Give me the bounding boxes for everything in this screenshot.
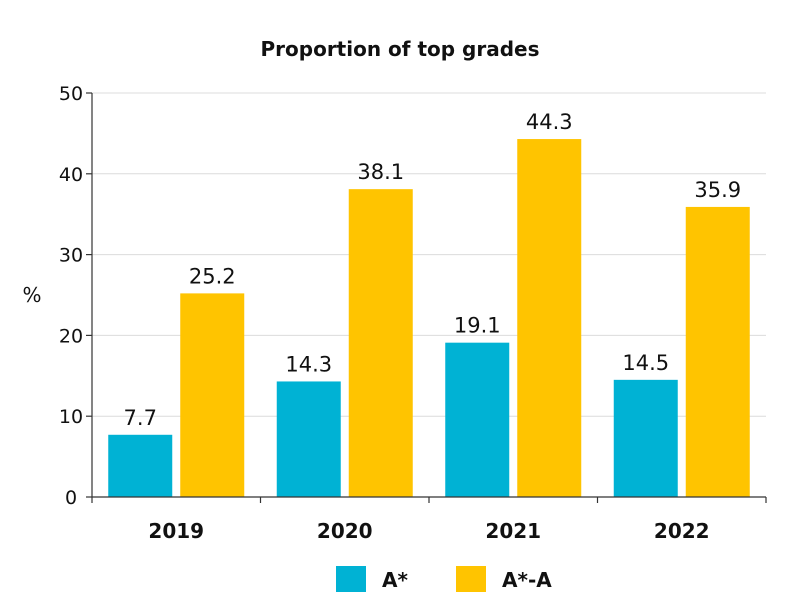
legend: A* A*-A xyxy=(336,566,552,592)
bar-A-2020 xyxy=(276,381,341,497)
bar-A-2021 xyxy=(445,342,510,497)
value-label: 14.3 xyxy=(285,352,332,376)
y-tick-label: 20 xyxy=(59,325,83,347)
x-tick-label: 2020 xyxy=(317,519,373,543)
y-axis-ticks: 0 10 20 30 40 50 xyxy=(59,83,92,509)
value-label: 25.2 xyxy=(189,264,236,288)
x-axis-labels: 2019 2020 2021 2022 xyxy=(148,519,709,543)
y-tick-label: 0 xyxy=(65,487,77,509)
axes xyxy=(91,93,767,503)
bar-AA-2019 xyxy=(180,293,245,497)
bar-A-2019 xyxy=(108,434,173,497)
legend-swatch xyxy=(456,566,486,592)
y-tick-label: 30 xyxy=(59,245,83,267)
bars xyxy=(108,139,750,498)
value-labels: 7.7 25.2 14.3 38.1 19.1 44.3 14.5 35.9 xyxy=(124,110,742,430)
x-tick-label: 2021 xyxy=(485,519,541,543)
y-tick-label: 40 xyxy=(59,164,83,186)
bar-AA-2022 xyxy=(685,206,750,498)
legend-label: A*-A xyxy=(502,568,552,592)
legend-swatch xyxy=(336,566,366,592)
y-axis-label: % xyxy=(22,283,41,307)
y-tick-label: 50 xyxy=(59,83,83,105)
value-label: 7.7 xyxy=(124,406,157,430)
value-label: 19.1 xyxy=(454,314,501,338)
legend-label: A* xyxy=(382,568,408,592)
x-tick-label: 2022 xyxy=(654,519,710,543)
bar-AA-2021 xyxy=(517,139,582,497)
value-label: 44.3 xyxy=(526,110,573,134)
value-label: 35.9 xyxy=(694,178,741,202)
x-tick-label: 2019 xyxy=(148,519,204,543)
y-tick-label: 10 xyxy=(59,406,83,428)
bar-A-2022 xyxy=(613,379,678,497)
bar-AA-2020 xyxy=(348,189,413,498)
value-label: 14.5 xyxy=(622,351,669,375)
chart-title: Proportion of top grades xyxy=(261,37,540,61)
value-label: 38.1 xyxy=(357,160,404,184)
